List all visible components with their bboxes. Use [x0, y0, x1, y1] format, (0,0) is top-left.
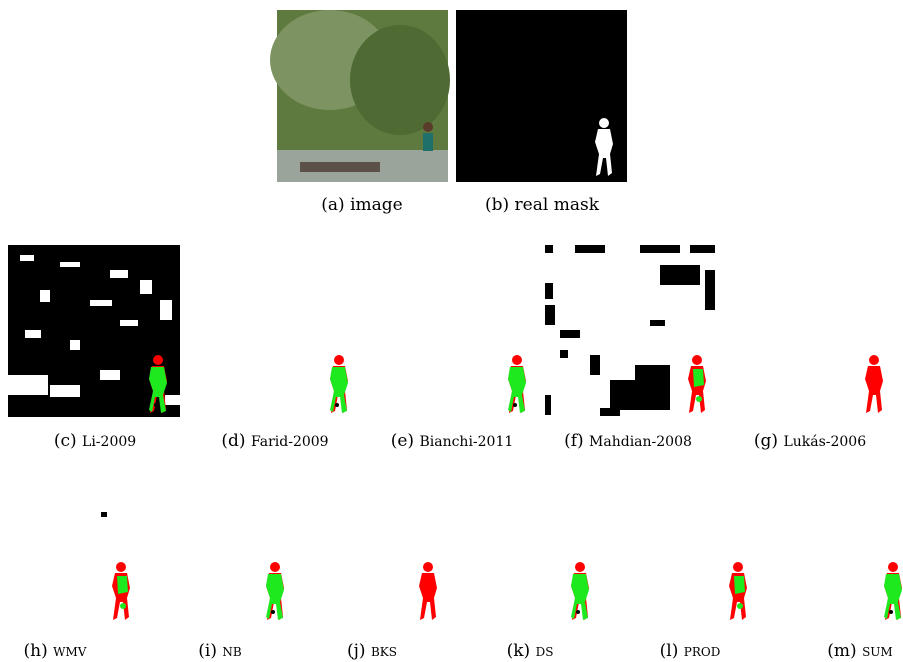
panel-name: Lukás-2006	[783, 434, 866, 450]
panel-name: prod	[684, 641, 721, 661]
panel-label: (f)	[564, 431, 584, 451]
panel-name: image	[350, 195, 403, 215]
panel-name: ds	[536, 641, 554, 661]
panel-name: Mahdian-2008	[589, 434, 692, 450]
figure: (a) image (b) real mask (c) Li-2009 (d) Far…	[0, 0, 903, 662]
panel-caption: (e) Bianchi-2011	[391, 431, 514, 451]
panel-label: (c)	[54, 431, 77, 451]
panel-label: (k)	[507, 641, 531, 661]
panel-label: (i)	[198, 641, 217, 661]
panel-caption: (l) prod	[660, 641, 721, 661]
panel-caption: (i) nb	[198, 641, 241, 661]
panel-caption: (d) Farid-2009	[221, 431, 328, 451]
panel-name: Bianchi-2011	[419, 434, 513, 450]
panel-caption: (a) image	[321, 195, 402, 215]
panel-caption: (k) ds	[507, 641, 554, 661]
panel-caption: (c) Li-2009	[54, 431, 136, 451]
panel-name: nb	[222, 641, 241, 661]
panel-caption: (j) bks	[347, 641, 397, 661]
panel-caption: (g) Lukás-2006	[754, 431, 866, 451]
panel-label: (l)	[660, 641, 679, 661]
panel-name: real mask	[515, 195, 599, 215]
panel-caption: (h) wmv	[24, 641, 87, 661]
panel-label: (d)	[221, 431, 245, 451]
panel-label: (a)	[321, 195, 344, 215]
panel-label: (j)	[347, 641, 366, 661]
panel-name: Farid-2009	[251, 434, 329, 450]
panel-label: (g)	[754, 431, 778, 451]
panel-label: (b)	[485, 195, 509, 215]
panel-name: Li-2009	[82, 434, 136, 450]
figure-images	[0, 0, 903, 662]
panel-label: (h)	[24, 641, 48, 661]
panel-name: wmv	[53, 641, 86, 661]
panel-caption: (m) sum	[827, 641, 892, 661]
panel-name: sum	[862, 641, 893, 661]
panel-label: (e)	[391, 431, 414, 451]
panel-caption: (b) real mask	[485, 195, 599, 215]
panel-label: (m)	[827, 641, 856, 661]
panel-caption: (f) Mahdian-2008	[564, 431, 692, 451]
panel-name: bks	[371, 641, 397, 661]
